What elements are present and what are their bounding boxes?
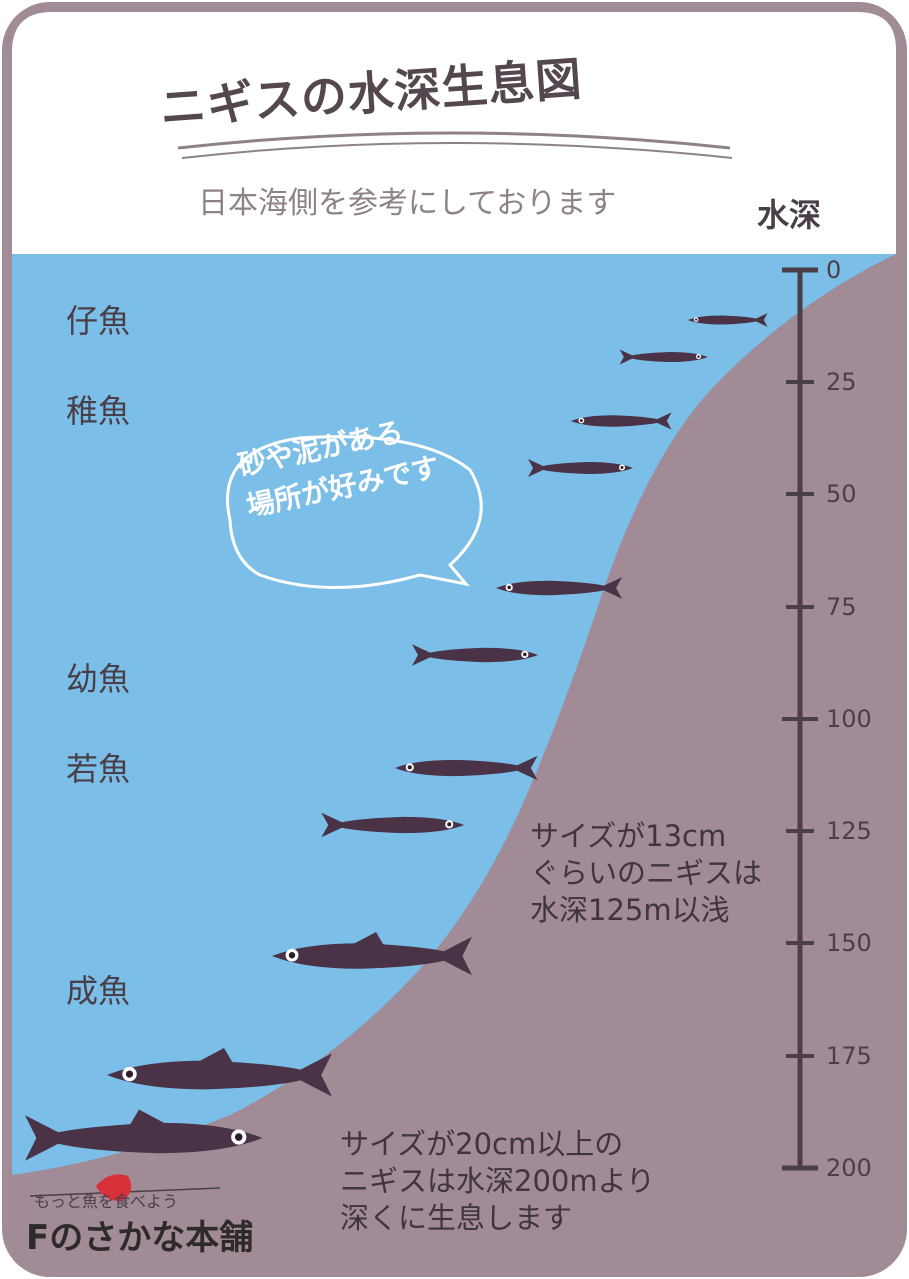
title-underline	[177, 131, 731, 150]
fish-juvenile-1	[570, 412, 672, 430]
speech-bubble	[226, 435, 483, 589]
depth-tick-label: 150	[826, 929, 872, 957]
fish-adult-3	[24, 1109, 263, 1161]
title-underline-2	[181, 142, 733, 159]
stage-label-fry: 稚魚	[66, 392, 131, 430]
depth-tick-label: 125	[826, 817, 872, 845]
water-area	[12, 254, 896, 1175]
depth-tick-label: 50	[826, 480, 857, 508]
fish-juvenile-2	[528, 459, 633, 477]
depth-tick-label: 0	[826, 256, 842, 284]
fish-immature-1	[394, 755, 538, 781]
depth-tick-label: 200	[826, 1154, 872, 1182]
depth-axis-label: 水深	[757, 196, 822, 234]
stage-label-juvenile: 幼魚	[66, 660, 131, 698]
logo-mark	[29, 1174, 221, 1201]
logo-tagline: もっと魚を食べよう	[34, 1192, 179, 1211]
fish-adult-1	[272, 932, 472, 976]
stage-label-young: 若魚	[66, 750, 131, 788]
depth-tick-label: 25	[826, 368, 857, 396]
fish-larva-2	[619, 349, 708, 365]
stage-label-adult: 成魚	[66, 972, 131, 1010]
stage-label-larva: 仔魚	[66, 302, 131, 340]
depth-scale	[782, 267, 818, 1171]
depth-tick-label: 100	[826, 705, 872, 733]
depth-tick-label: 75	[826, 593, 857, 621]
fish-immature-2	[321, 812, 465, 838]
note-small-fish: サイズが13cm ぐらいのニギスは 水深125m以浅	[530, 819, 763, 927]
fish-adult-2	[106, 1048, 332, 1097]
fish-larva-1	[687, 313, 768, 327]
page-subtitle: 日本海側を参考にしております	[198, 186, 617, 221]
depth-tick-label: 175	[826, 1042, 872, 1070]
fish-young-1	[496, 577, 622, 599]
fish-young-2	[412, 644, 538, 666]
note-large-fish: サイズが20cm以上の ニギスは水深200mより 深くに生息します	[340, 1127, 656, 1235]
logo-name: Fのさかな本舗	[26, 1218, 254, 1258]
